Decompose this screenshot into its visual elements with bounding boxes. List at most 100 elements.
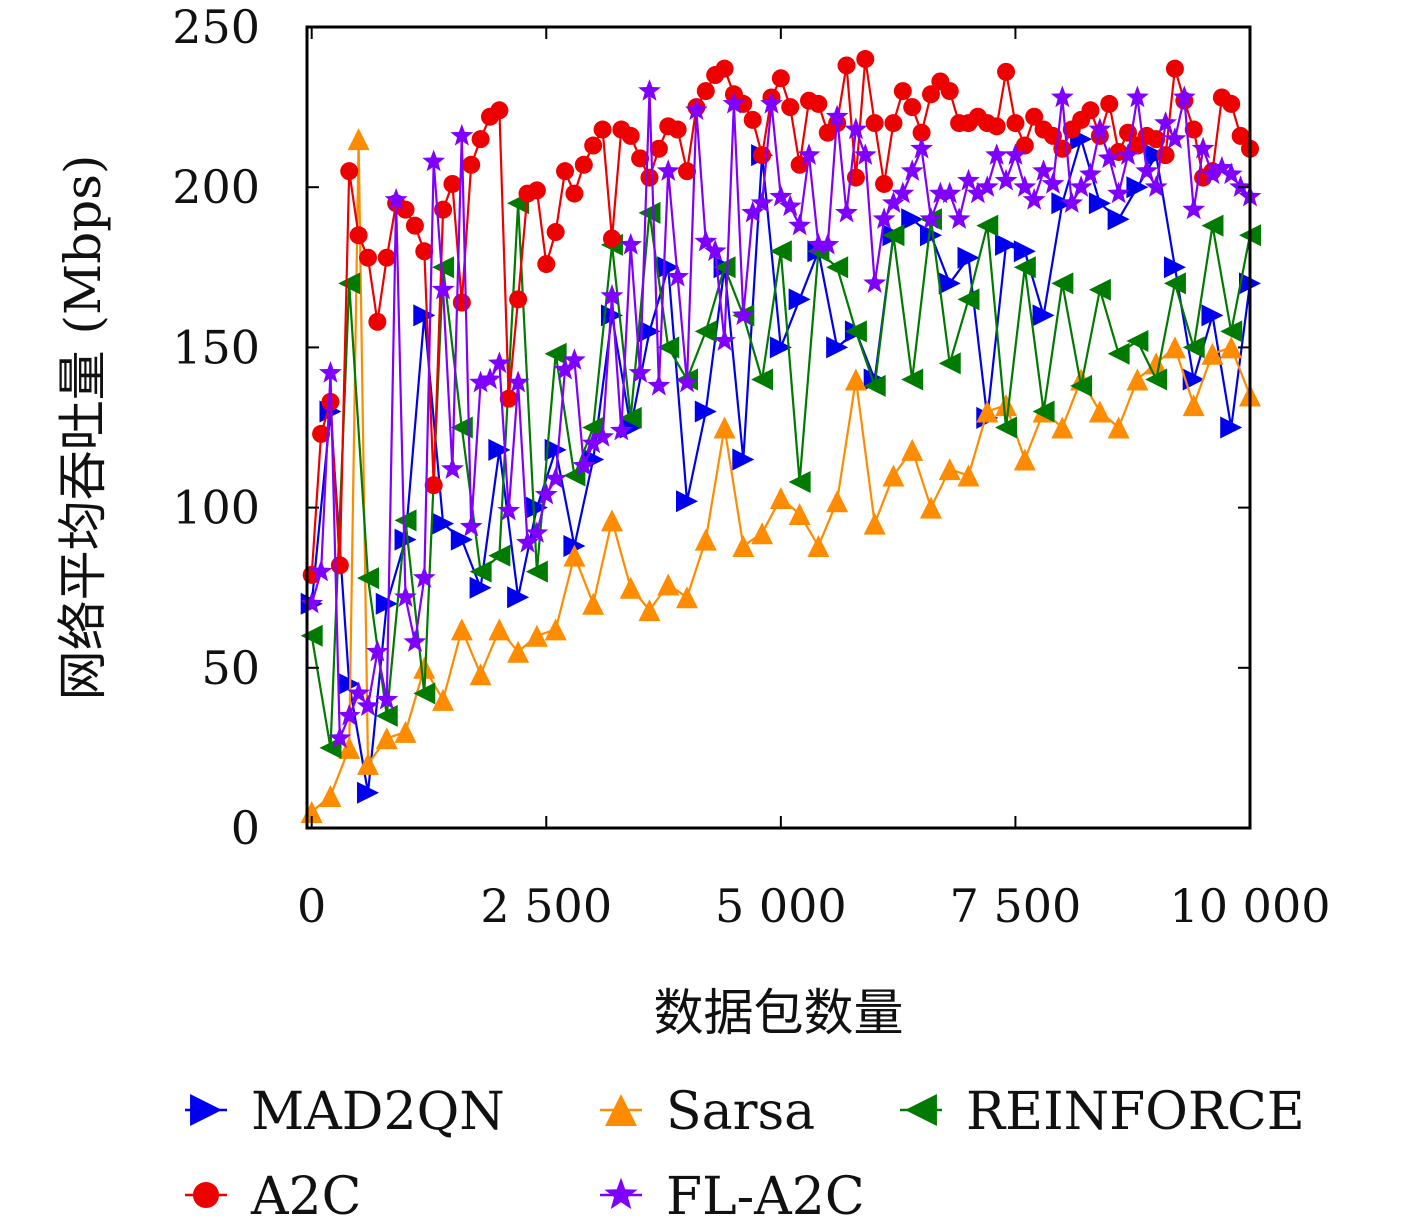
data-point — [638, 201, 661, 224]
data-point — [1165, 59, 1184, 78]
data-point — [957, 168, 980, 191]
data-point — [349, 226, 368, 245]
data-point — [413, 304, 436, 327]
data-point — [837, 56, 856, 75]
data-point — [356, 567, 379, 590]
data-point — [976, 214, 999, 237]
data-point — [694, 320, 717, 343]
data-point — [619, 406, 642, 429]
data-point — [488, 618, 511, 641]
data-point — [366, 639, 389, 662]
legend-marker — [190, 1094, 222, 1126]
legend-item-sarsa: Sarsa — [600, 1082, 815, 1142]
data-point — [826, 256, 849, 279]
data-point — [506, 370, 530, 393]
data-point — [621, 126, 640, 145]
data-point — [544, 438, 567, 461]
data-point — [1163, 256, 1186, 279]
data-point — [556, 162, 575, 181]
data-point — [938, 272, 961, 295]
data-point — [853, 143, 877, 165]
data-point — [525, 624, 548, 647]
data-point — [769, 240, 792, 263]
data-point — [1126, 368, 1149, 391]
data-point — [356, 694, 380, 716]
data-point — [863, 271, 887, 293]
data-point — [412, 566, 436, 588]
data-point — [825, 104, 849, 127]
data-point — [356, 781, 379, 804]
data-point — [450, 528, 473, 551]
data-point — [713, 256, 736, 279]
data-point — [591, 425, 614, 447]
x-tick-label: 10 000 — [1170, 879, 1331, 933]
data-point — [882, 224, 905, 247]
data-point — [656, 159, 680, 181]
data-point — [1107, 416, 1130, 439]
data-point — [631, 149, 650, 168]
data-point — [1135, 159, 1159, 181]
y-tick-label: 0 — [231, 801, 260, 855]
legend-item-fl-a2c: FL-A2C — [600, 1167, 865, 1227]
data-point — [405, 216, 424, 235]
data-point — [676, 586, 699, 609]
data-point — [525, 521, 549, 543]
data-point — [751, 368, 774, 391]
x-tick-label: 5 000 — [715, 879, 847, 933]
data-point — [478, 367, 502, 390]
data-point — [901, 208, 924, 231]
data-point — [377, 248, 396, 267]
data-point — [1126, 176, 1149, 199]
data-point — [771, 69, 790, 88]
data-point — [328, 726, 352, 748]
data-point — [490, 101, 509, 120]
data-point — [694, 229, 718, 252]
data-point — [826, 336, 849, 359]
data-point — [863, 512, 886, 535]
data-point — [509, 290, 528, 309]
data-point — [957, 246, 980, 269]
data-point — [975, 175, 999, 197]
data-point — [415, 242, 434, 261]
data-point — [694, 400, 717, 423]
data-point — [753, 146, 772, 165]
data-point — [1088, 192, 1111, 215]
data-point — [450, 416, 473, 439]
data-point — [600, 284, 624, 306]
data-point — [497, 498, 521, 521]
data-point — [901, 438, 924, 461]
data-point — [563, 544, 586, 567]
data-point — [619, 576, 642, 599]
data-point — [668, 120, 687, 139]
data-point — [574, 155, 593, 174]
data-point — [1163, 127, 1187, 149]
axis-ticks: 0 2 500 5 000 7 500 10 000 0 50 100 150 200 250 — [172, 0, 1330, 933]
data-point — [884, 114, 903, 133]
legend-label: MAD2QN — [251, 1082, 505, 1142]
data-point — [919, 207, 943, 229]
data-point — [900, 159, 924, 181]
data-point — [1220, 320, 1243, 343]
data-point — [1201, 304, 1224, 327]
data-point — [394, 509, 417, 532]
x-tick-label: 7 500 — [950, 879, 1082, 933]
data-point — [471, 130, 490, 149]
data-point — [666, 264, 689, 287]
data-point — [995, 233, 1018, 256]
y-tick-label: 200 — [172, 160, 260, 214]
data-point — [1145, 368, 1168, 391]
data-point — [1004, 143, 1027, 165]
data-point — [1191, 136, 1215, 159]
data-point — [441, 457, 464, 479]
data-point — [741, 200, 765, 223]
legend-label: Sarsa — [666, 1082, 815, 1142]
data-point — [678, 162, 697, 181]
data-point — [976, 400, 999, 423]
data-point — [957, 288, 980, 311]
data-point — [769, 336, 792, 359]
data-point — [903, 98, 922, 117]
data-point — [1081, 101, 1100, 120]
data-point — [910, 136, 933, 159]
data-point — [394, 528, 417, 551]
data-point — [422, 149, 446, 172]
